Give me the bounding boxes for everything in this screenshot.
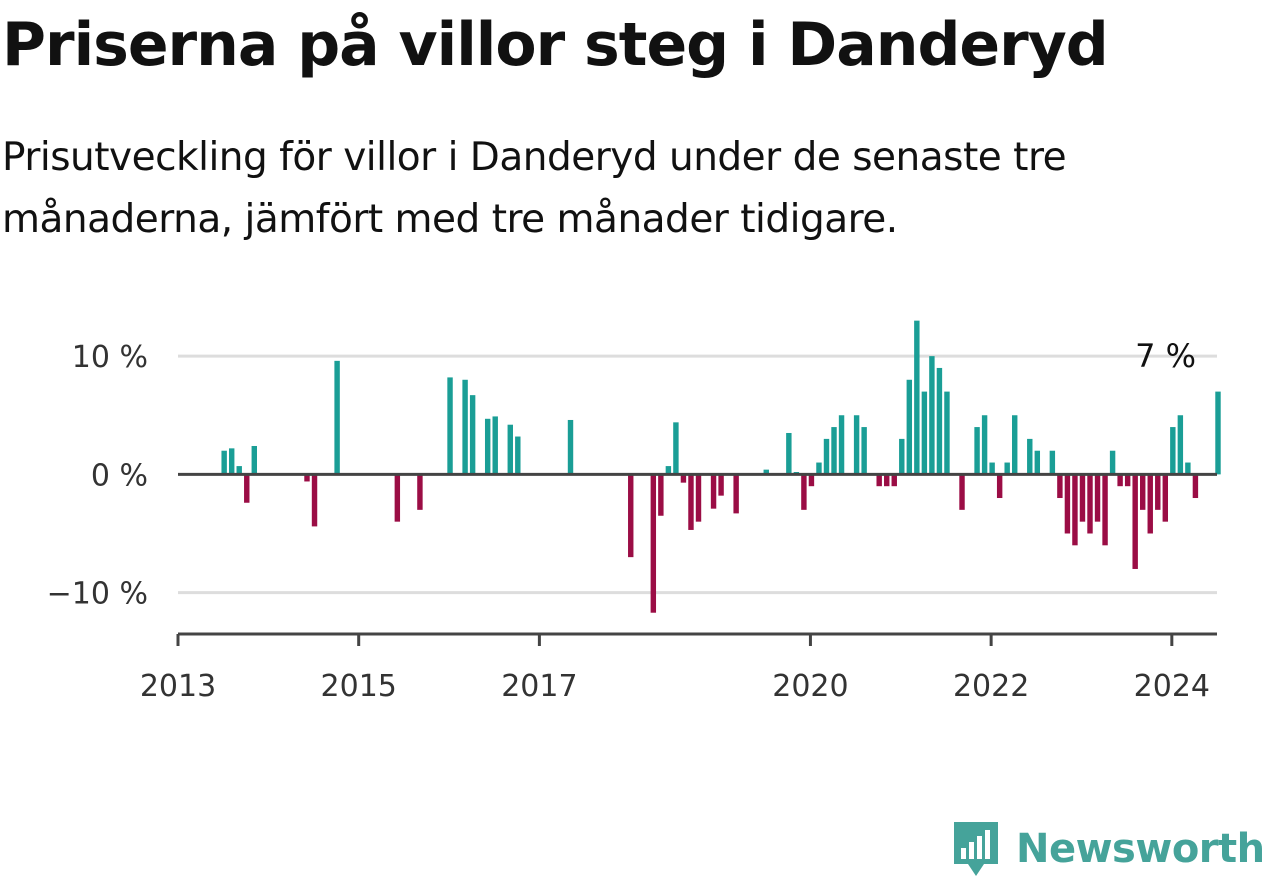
grid-lines xyxy=(178,354,1217,595)
bar xyxy=(936,367,943,475)
bar xyxy=(304,474,310,482)
bar xyxy=(861,427,867,475)
bar xyxy=(914,320,920,475)
bar xyxy=(981,415,988,475)
bar xyxy=(1162,474,1169,522)
bar xyxy=(1057,474,1063,499)
newsworthy-icon xyxy=(954,822,998,876)
bar xyxy=(1185,462,1191,475)
bar xyxy=(1147,474,1153,534)
bar xyxy=(1094,474,1101,522)
bar xyxy=(515,436,521,475)
bar xyxy=(492,416,498,475)
bar xyxy=(763,469,769,475)
bar xyxy=(853,415,860,475)
bar xyxy=(710,474,717,509)
bar xyxy=(1034,450,1041,475)
bar xyxy=(808,474,815,487)
bar xyxy=(1072,474,1078,546)
bar xyxy=(1177,415,1184,475)
bar xyxy=(921,391,928,475)
bar xyxy=(507,424,513,475)
bar xyxy=(944,391,950,475)
bar xyxy=(695,474,702,522)
x-tick-label: 2020 xyxy=(772,669,848,704)
bar xyxy=(816,462,822,475)
bar xyxy=(989,462,995,475)
bar xyxy=(469,395,476,475)
bar xyxy=(311,474,318,527)
bar xyxy=(823,438,830,475)
bar xyxy=(658,474,664,516)
bar xyxy=(1049,450,1056,475)
bar xyxy=(974,427,980,475)
bar xyxy=(221,450,227,475)
bar xyxy=(718,474,724,496)
y-tick-label: 10 % xyxy=(72,340,148,375)
bar xyxy=(484,418,491,475)
newsworthy-logo: Newsworthy xyxy=(950,818,1262,880)
bar xyxy=(959,474,965,510)
y-tick-label: 0 % xyxy=(91,458,148,493)
bar xyxy=(801,474,807,510)
page-title: Priserna på villor steg i Danderyd xyxy=(2,10,1109,80)
bar xyxy=(1132,474,1138,569)
bar xyxy=(228,448,235,475)
bar xyxy=(996,474,1003,499)
bar xyxy=(244,474,250,503)
bar xyxy=(688,474,694,530)
bar xyxy=(665,466,672,475)
bar xyxy=(1192,474,1199,499)
bar xyxy=(876,474,882,487)
bar xyxy=(1170,427,1176,475)
x-tick-label: 2022 xyxy=(953,669,1029,704)
bar xyxy=(891,474,897,487)
bar xyxy=(1087,474,1093,534)
bar xyxy=(733,474,739,514)
bar xyxy=(1139,474,1146,510)
bar xyxy=(899,438,905,475)
bar xyxy=(447,377,453,475)
bar xyxy=(650,474,657,613)
bar xyxy=(786,432,792,475)
bar xyxy=(838,415,845,475)
x-tick-label: 2013 xyxy=(140,669,216,704)
y-tick-label: −10 % xyxy=(47,577,148,612)
bar xyxy=(251,445,258,475)
bar xyxy=(1124,474,1131,487)
bar xyxy=(1155,474,1161,510)
bar xyxy=(906,379,913,475)
bar xyxy=(567,419,574,475)
bar xyxy=(1064,474,1071,534)
bar xyxy=(929,356,935,475)
page-subtitle: Prisutveckling för villor i Danderyd und… xyxy=(2,135,1067,242)
bar xyxy=(673,422,679,475)
bar xyxy=(831,427,837,475)
bar xyxy=(1109,450,1116,475)
bar xyxy=(1004,462,1010,475)
bar xyxy=(334,360,340,475)
x-tick-label: 2015 xyxy=(321,669,397,704)
bar xyxy=(884,474,890,487)
bar xyxy=(417,474,423,510)
bar xyxy=(462,379,468,475)
bar xyxy=(236,466,242,475)
bar xyxy=(1079,474,1086,522)
bar xyxy=(680,474,687,483)
bar xyxy=(628,474,634,558)
bar xyxy=(1215,391,1221,475)
bar xyxy=(1102,474,1108,546)
x-tick-label: 2024 xyxy=(1134,669,1210,704)
last-value-label: 7 % xyxy=(1135,337,1196,375)
bar xyxy=(394,474,401,522)
bars xyxy=(221,320,1221,613)
x-tick-label: 2017 xyxy=(501,669,577,704)
brand-name: Newsworthy xyxy=(1016,826,1262,872)
bar xyxy=(1117,474,1123,487)
bar xyxy=(1027,438,1033,475)
bar xyxy=(1012,415,1018,475)
axes: 10 % 0 % −10 % 2013 2015 2017 2020 2022 2024 xyxy=(47,340,1217,704)
